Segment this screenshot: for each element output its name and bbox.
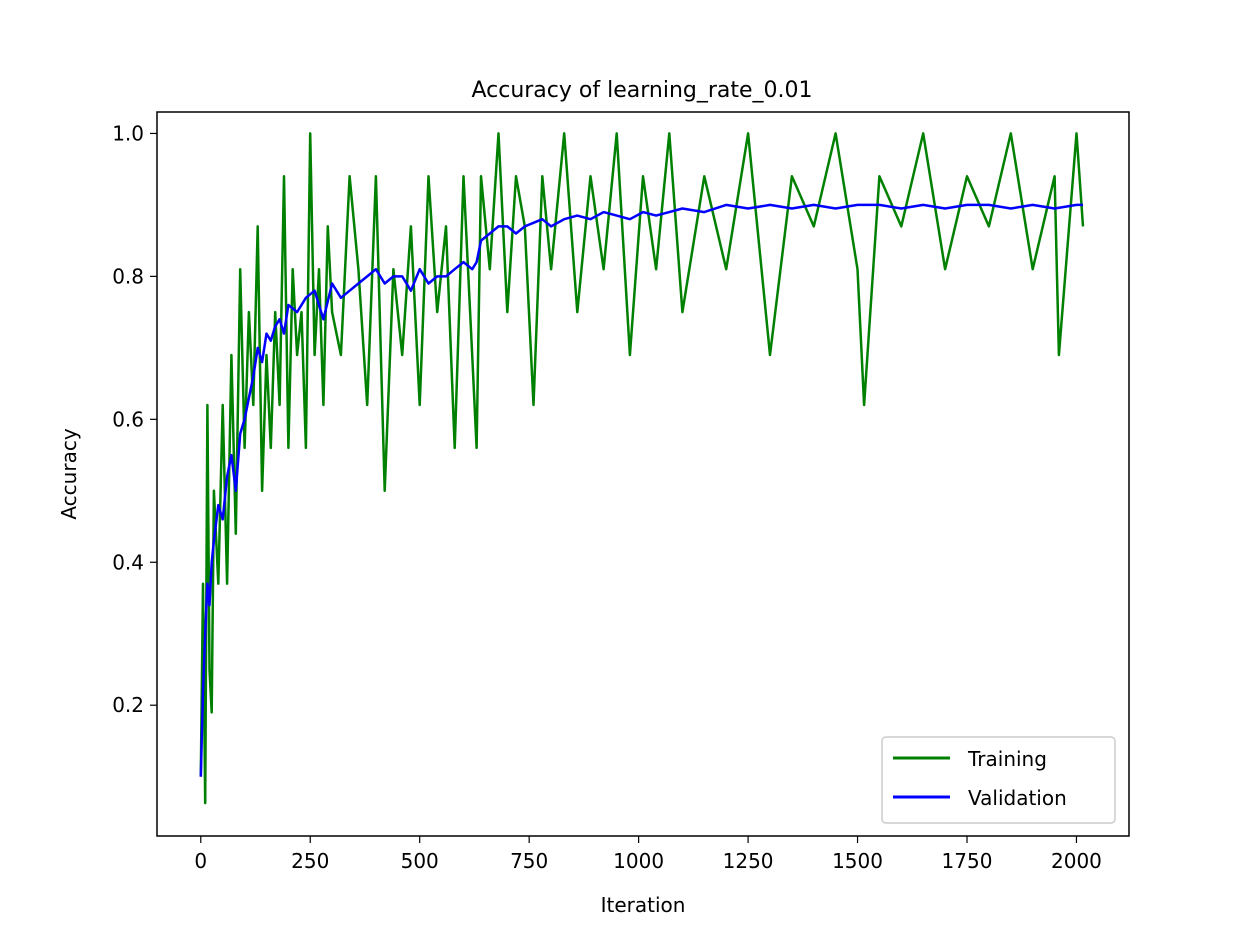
legend-label-validation: Validation xyxy=(968,786,1067,810)
x-axis-label: Iteration xyxy=(601,893,686,917)
y-tick-label: 1.0 xyxy=(112,121,144,145)
chart-title: Accuracy of learning_rate_0.01 xyxy=(471,78,812,103)
y-axis-label: Accuracy xyxy=(57,428,81,519)
plot-area xyxy=(199,132,1085,805)
x-tick-label: 2000 xyxy=(1051,849,1102,873)
axes-frame xyxy=(156,111,1130,837)
x-tick-label: 1250 xyxy=(723,849,774,873)
x-tick-label: 1750 xyxy=(942,849,993,873)
legend-label-training: Training xyxy=(967,747,1047,771)
x-tick-label: 500 xyxy=(401,849,439,873)
x-tick-label: 750 xyxy=(510,849,548,873)
y-axis: 0.2 0.4 0.6 0.8 1.0 xyxy=(112,121,157,717)
series-line-training xyxy=(199,132,1085,805)
x-tick-label: 0 xyxy=(194,849,207,873)
x-tick-label: 1000 xyxy=(613,849,664,873)
x-tick-label: 250 xyxy=(291,849,329,873)
y-tick-label: 0.4 xyxy=(112,550,144,574)
series-line-validation xyxy=(199,203,1083,777)
x-axis: 0 250 500 750 1000 1250 1500 1750 2000 xyxy=(194,836,1102,873)
y-tick-label: 0.6 xyxy=(112,407,144,431)
x-tick-label: 1500 xyxy=(832,849,883,873)
y-tick-label: 0.2 xyxy=(112,693,144,717)
y-tick-label: 0.8 xyxy=(112,264,144,288)
legend: Training Validation xyxy=(881,736,1116,824)
